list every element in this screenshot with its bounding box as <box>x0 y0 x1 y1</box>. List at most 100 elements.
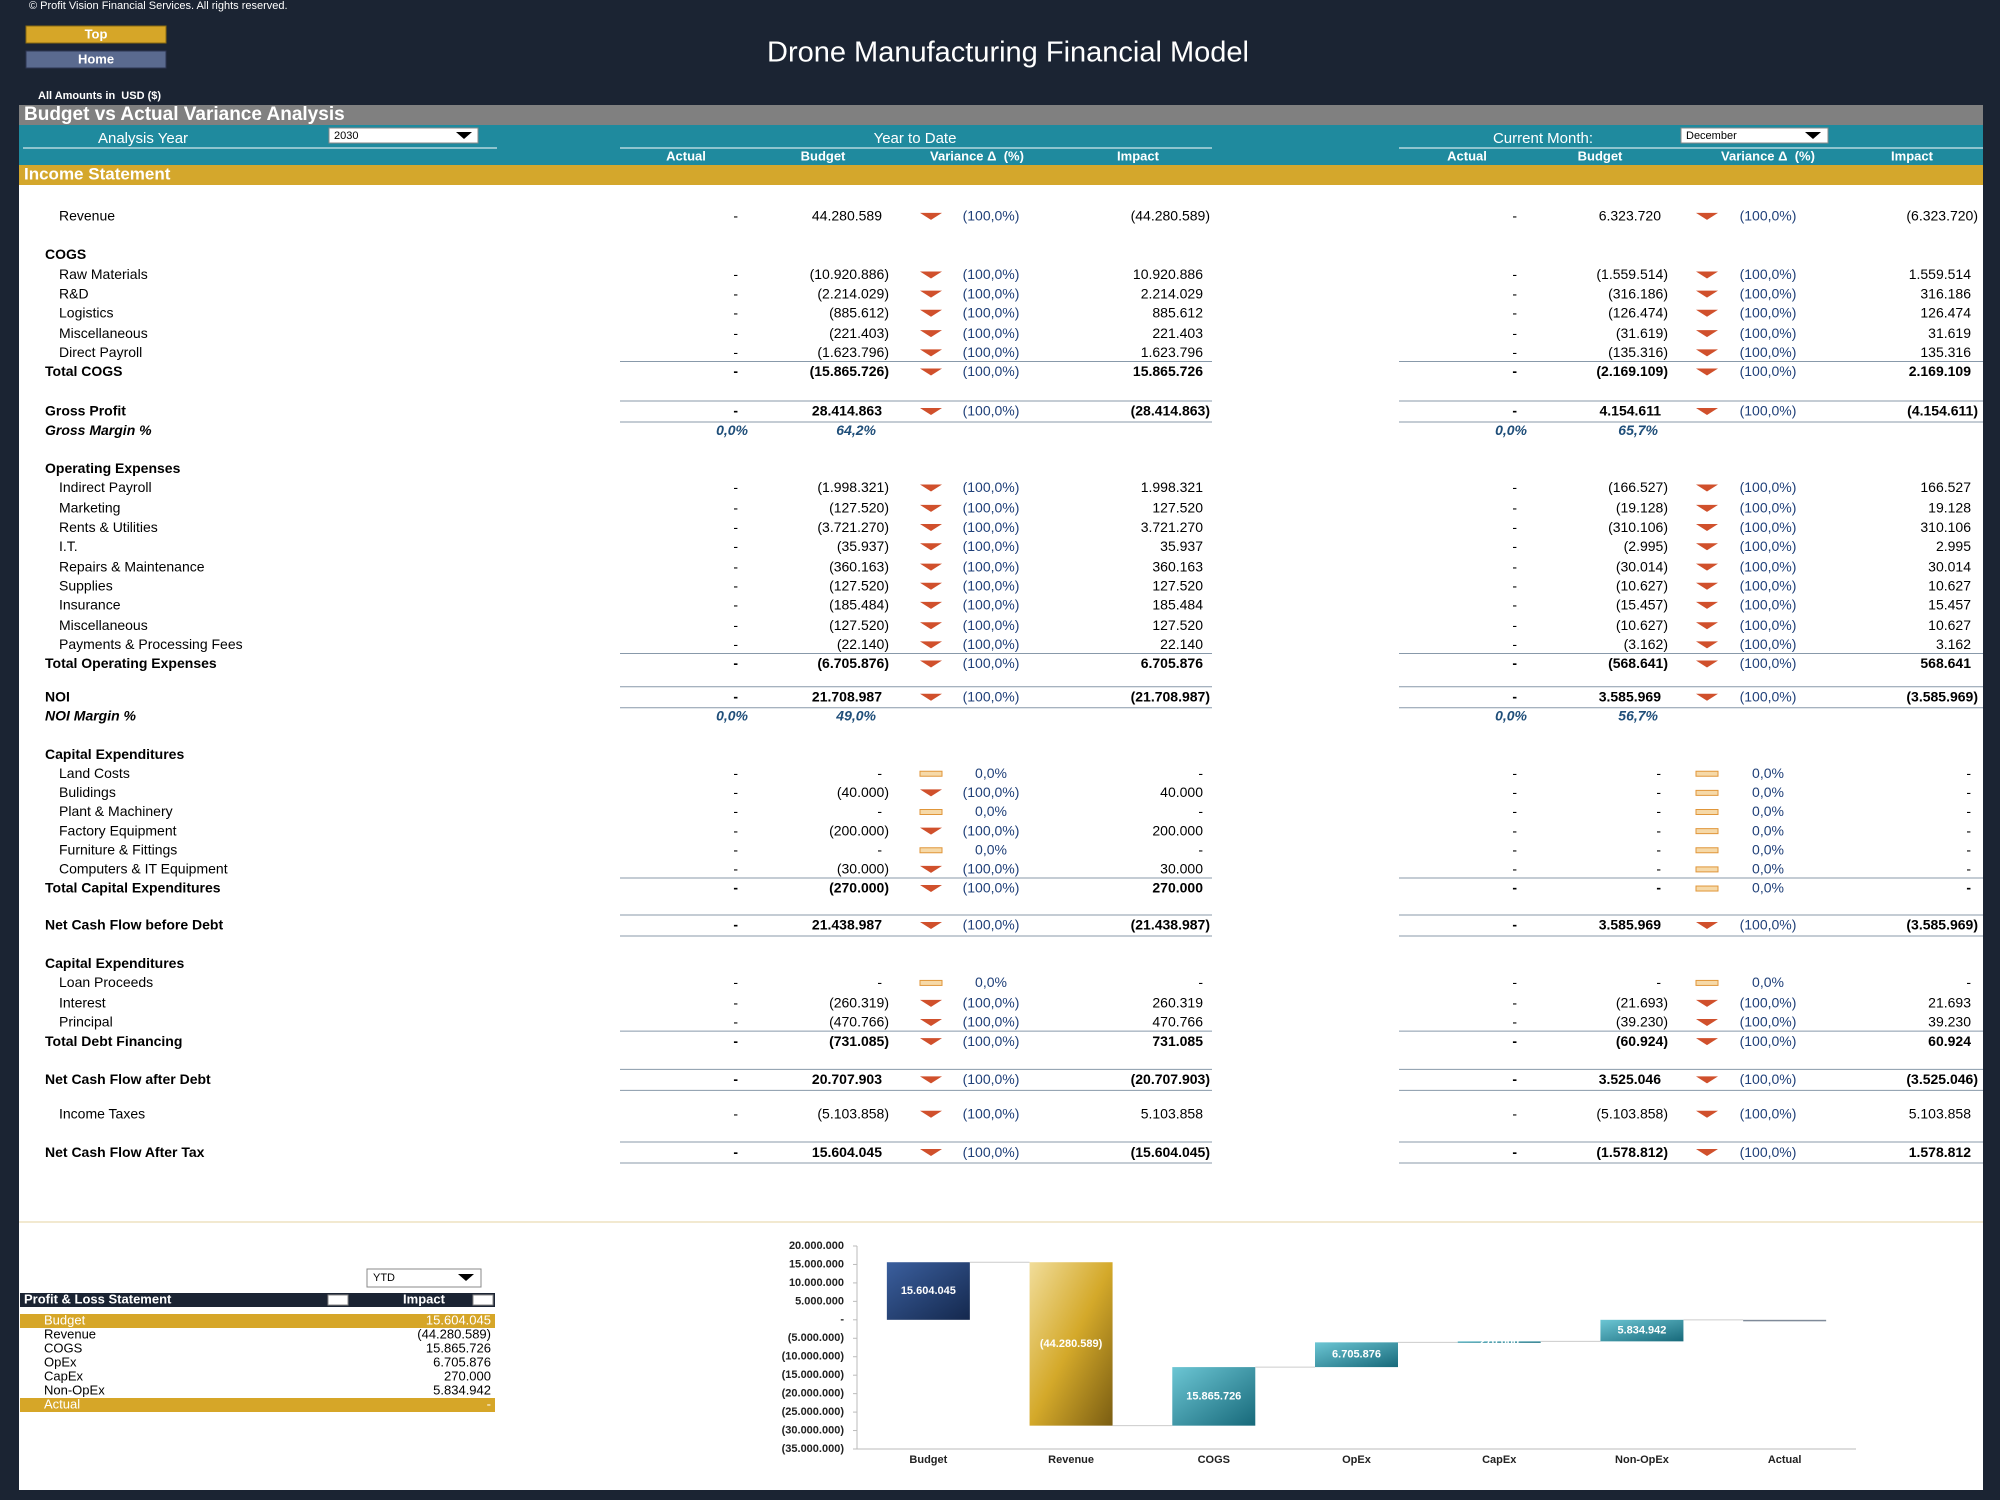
budget-value: (10.627) <box>1616 617 1668 633</box>
down-icon <box>920 641 942 649</box>
impact-value: 15.457 <box>1928 597 1971 613</box>
month-dropdown[interactable] <box>1680 127 1829 144</box>
actual-value: - <box>1512 636 1517 652</box>
actual-value: - <box>733 917 738 933</box>
column-header: Variance Δ (%) <box>930 148 1024 163</box>
variance-value: (100,0%) <box>963 655 1020 671</box>
budget-value: (15.865.726) <box>810 363 889 379</box>
year-value[interactable]: 2030 <box>334 130 358 142</box>
variance-value: (100,0%) <box>963 403 1020 419</box>
variance-value: (100,0%) <box>963 325 1020 341</box>
top-button[interactable] <box>25 25 167 44</box>
actual-value: - <box>733 765 738 781</box>
impact-value: - <box>1966 822 1971 838</box>
column-header: Variance Δ (%) <box>1721 148 1815 163</box>
actual-value: - <box>733 519 738 535</box>
impact-value: (3.585.969) <box>1906 688 1978 704</box>
actual-value: - <box>733 688 738 704</box>
variance-value: (100,0%) <box>1740 558 1797 574</box>
margin-value: 65,7% <box>1618 422 1658 438</box>
margin-value: 0,0% <box>716 422 748 438</box>
impact-value: 35.937 <box>1160 538 1203 554</box>
dropdown-arrow[interactable] <box>458 1274 474 1281</box>
impact-value: - <box>1966 841 1971 857</box>
actual-value: - <box>733 1144 738 1160</box>
margin-value: 49,0% <box>835 708 876 724</box>
statement-title: Income Statement <box>24 164 171 183</box>
impact-value: - <box>1966 765 1971 781</box>
impact-value: - <box>1198 974 1203 990</box>
down-icon <box>920 660 942 668</box>
y-tick-label: 20.000.000 <box>789 1240 844 1252</box>
y-tick-label: (10.000.000) <box>782 1351 845 1363</box>
impact-value: (28.414.863) <box>1131 403 1210 419</box>
actual-value: - <box>733 558 738 574</box>
top-button-label[interactable]: Top <box>85 26 108 41</box>
waterfall-bar <box>1743 1319 1827 1322</box>
actual-value: - <box>1512 995 1517 1011</box>
dropdown-arrow[interactable] <box>1805 132 1821 139</box>
actual-value: - <box>1512 208 1517 224</box>
month-value[interactable]: December <box>1686 130 1737 142</box>
variance-value: (100,0%) <box>963 861 1020 877</box>
actual-value: - <box>1512 266 1517 282</box>
data-label: 270.000 <box>1479 1336 1519 1348</box>
home-button[interactable] <box>25 50 167 69</box>
actual-value: - <box>1512 841 1517 857</box>
year-dropdown[interactable] <box>328 127 479 144</box>
impact-value: - <box>1966 784 1971 800</box>
budget-value: (3.721.270) <box>817 519 889 535</box>
neutral-icon <box>1695 809 1719 815</box>
period-value[interactable]: YTD <box>373 1272 395 1284</box>
row-label: I.T. <box>59 538 78 554</box>
actual-value: - <box>733 995 738 1011</box>
neutral-icon <box>1695 789 1719 796</box>
variance-value: 0,0% <box>1752 803 1784 819</box>
budget-value: 6.323.720 <box>1599 208 1661 224</box>
actual-value: - <box>1512 688 1517 704</box>
sheet-area <box>19 105 1983 1490</box>
variance-value: (100,0%) <box>963 822 1020 838</box>
variance-value: (100,0%) <box>1740 577 1797 593</box>
actual-value: - <box>733 636 738 652</box>
down-icon <box>1696 504 1718 512</box>
budget-value: (1.998.321) <box>817 479 889 495</box>
budget-value: (10.920.886) <box>810 266 889 282</box>
down-icon <box>920 885 942 893</box>
filter-button[interactable] <box>472 1294 494 1306</box>
budget-value: - <box>877 841 882 857</box>
impact-value: - <box>1966 974 1971 990</box>
actual-value: - <box>1512 655 1517 671</box>
actual-value: - <box>1512 861 1517 877</box>
data-label: 15.604.045 <box>901 1285 956 1297</box>
dropdown-arrow[interactable] <box>456 132 472 139</box>
down-icon <box>920 504 942 512</box>
actual-value: - <box>1512 558 1517 574</box>
actual-value: - <box>733 285 738 301</box>
impact-value: 166.527 <box>1920 479 1971 495</box>
impact-value: 1.578.812 <box>1909 1144 1971 1160</box>
filter-button[interactable] <box>327 1294 349 1306</box>
row-label: Miscellaneous <box>59 617 148 633</box>
down-icon <box>920 1149 942 1157</box>
down-icon <box>1696 290 1718 298</box>
home-button-label[interactable]: Home <box>78 51 114 66</box>
row-label: Capital Expenditures <box>45 746 184 762</box>
down-icon <box>920 693 942 701</box>
impact-value: 30.014 <box>1928 558 1971 574</box>
budget-value: 4.154.611 <box>1599 403 1661 419</box>
pl-highlight <box>20 1314 495 1328</box>
variance-value: (100,0%) <box>1740 344 1797 360</box>
budget-value: (31.619) <box>1616 325 1668 341</box>
down-icon <box>1696 1110 1718 1118</box>
down-icon <box>920 212 942 220</box>
impact-value: 30.000 <box>1160 861 1203 877</box>
down-icon <box>920 368 942 376</box>
y-tick-label: 10.000.000 <box>789 1277 844 1289</box>
down-icon <box>1696 622 1718 630</box>
impact-value: 270.000 <box>1152 880 1203 896</box>
statement-bar <box>19 165 1983 185</box>
down-icon <box>1696 641 1718 649</box>
period-dropdown[interactable] <box>366 1268 482 1288</box>
